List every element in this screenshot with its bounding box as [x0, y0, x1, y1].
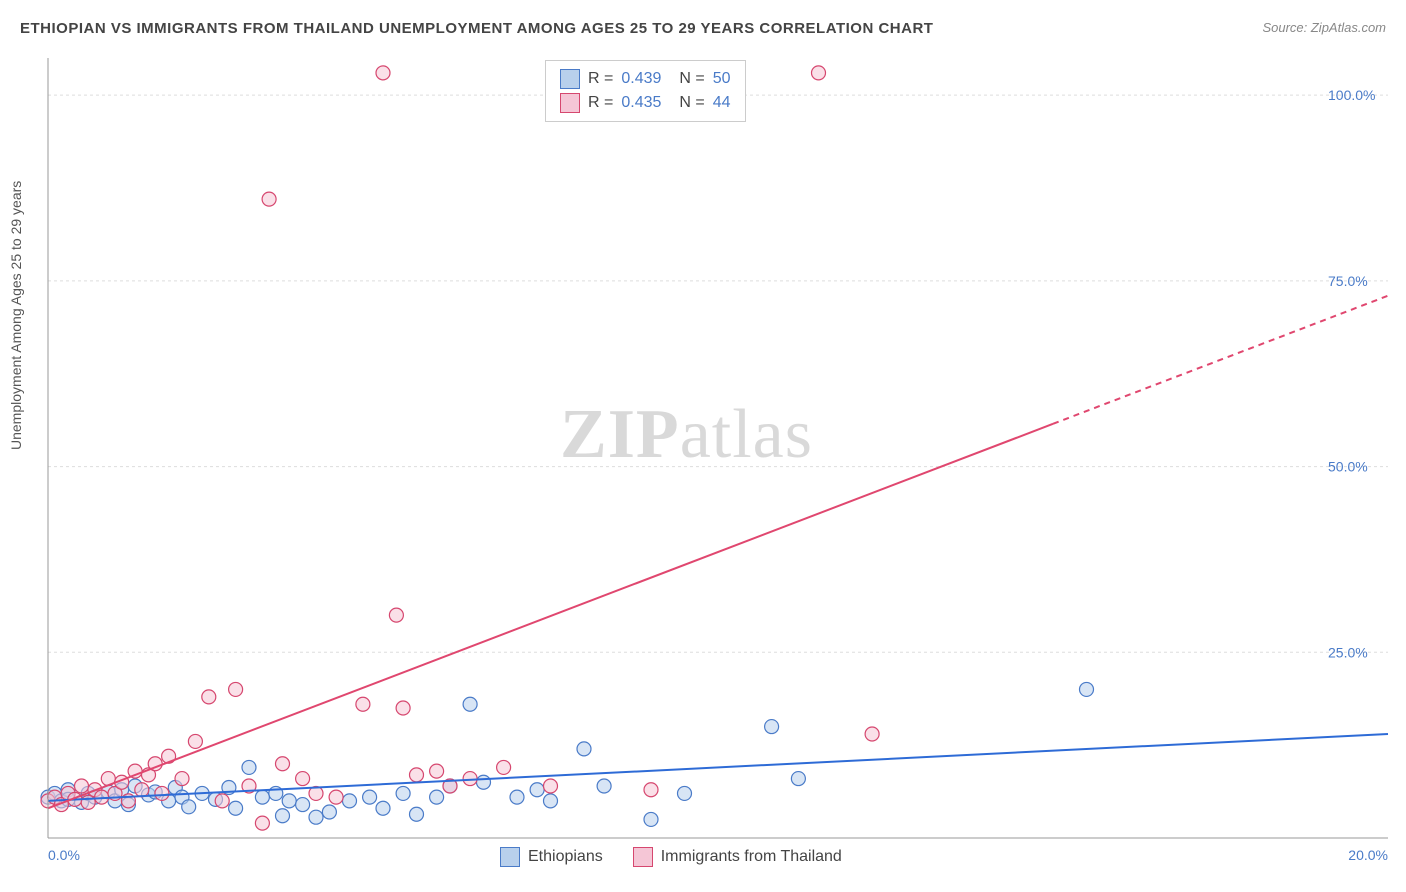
stats-row-thailand: R =0.435 N =44 — [560, 91, 731, 115]
swatch-blue-icon — [500, 847, 520, 867]
swatch-pink-icon — [560, 93, 580, 113]
legend-label: Immigrants from Thailand — [661, 848, 842, 866]
stats-row-ethiopians: R =0.439 N =50 — [560, 67, 731, 91]
legend-item-thailand: Immigrants from Thailand — [633, 847, 842, 867]
bottom-legend: Ethiopians Immigrants from Thailand — [500, 847, 842, 867]
stats-legend: R =0.439 N =50 R =0.435 N =44 — [545, 60, 746, 122]
swatch-pink-icon — [633, 847, 653, 867]
svg-text:25.0%: 25.0% — [1328, 644, 1368, 660]
svg-text:100.0%: 100.0% — [1328, 87, 1375, 103]
svg-text:75.0%: 75.0% — [1328, 273, 1368, 289]
y-axis-label: Unemployment Among Ages 25 to 29 years — [8, 181, 24, 450]
legend-label: Ethiopians — [528, 848, 603, 866]
chart-title: ETHIOPIAN VS IMMIGRANTS FROM THAILAND UN… — [20, 20, 933, 37]
legend-item-ethiopians: Ethiopians — [500, 847, 603, 867]
svg-text:20.0%: 20.0% — [1348, 847, 1388, 863]
source-label: Source: ZipAtlas.com — [1262, 20, 1386, 35]
swatch-blue-icon — [560, 69, 580, 89]
svg-text:50.0%: 50.0% — [1328, 459, 1368, 475]
svg-text:0.0%: 0.0% — [48, 847, 80, 863]
scatter-plot: 0.0%20.0%25.0%50.0%75.0%100.0% — [48, 58, 1388, 838]
